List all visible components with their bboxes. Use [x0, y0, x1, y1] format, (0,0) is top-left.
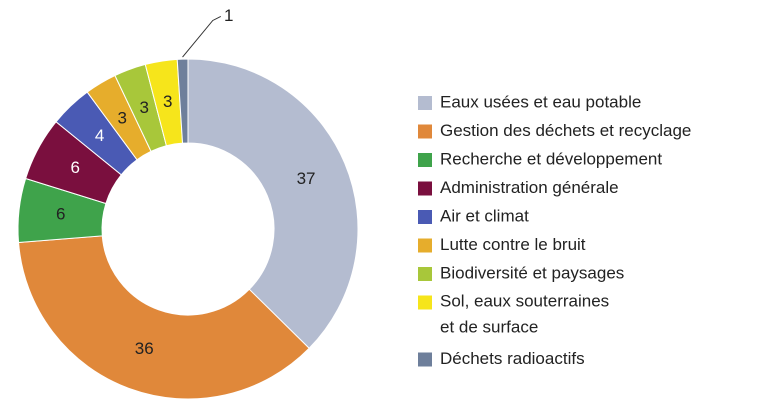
legend-swatch: [418, 96, 432, 110]
legend-label: Administration générale: [440, 178, 619, 197]
legend-swatch: [418, 153, 432, 167]
legend-swatch: [418, 267, 432, 281]
legend-label: Lutte contre le bruit: [440, 235, 586, 254]
data-label: 3: [118, 109, 127, 128]
data-label: 36: [135, 339, 154, 358]
data-label: 6: [56, 204, 65, 223]
leader-line: [182, 16, 222, 58]
legend-swatch: [418, 181, 432, 196]
legend-swatch: [418, 124, 432, 139]
legend-label: Déchets radioactifs: [440, 349, 585, 368]
legend-label: Sol, eaux souterraines et de surface: [440, 292, 609, 337]
data-label: 37: [297, 169, 316, 188]
slice: [176, 58, 189, 144]
slice: [187, 58, 359, 349]
legend-label: Air et climat: [440, 206, 529, 225]
data-label: 4: [95, 126, 104, 145]
slice: [17, 235, 310, 400]
data-label: 3: [163, 92, 172, 111]
legend-swatch: [418, 238, 432, 253]
legend-swatch: [418, 210, 432, 224]
data-label: 3: [139, 98, 148, 117]
legend-label: Recherche et développement: [440, 149, 662, 168]
legend-swatch: [418, 352, 432, 367]
data-label: 6: [70, 158, 79, 177]
legend-label: Eaux usées et eau potable: [440, 92, 641, 111]
legend-label: Biodiversité et paysages: [440, 263, 624, 282]
data-label: 1: [224, 6, 233, 25]
legend-label: Gestion des déchets et recyclage: [440, 121, 691, 140]
legend-swatch: [418, 295, 432, 310]
